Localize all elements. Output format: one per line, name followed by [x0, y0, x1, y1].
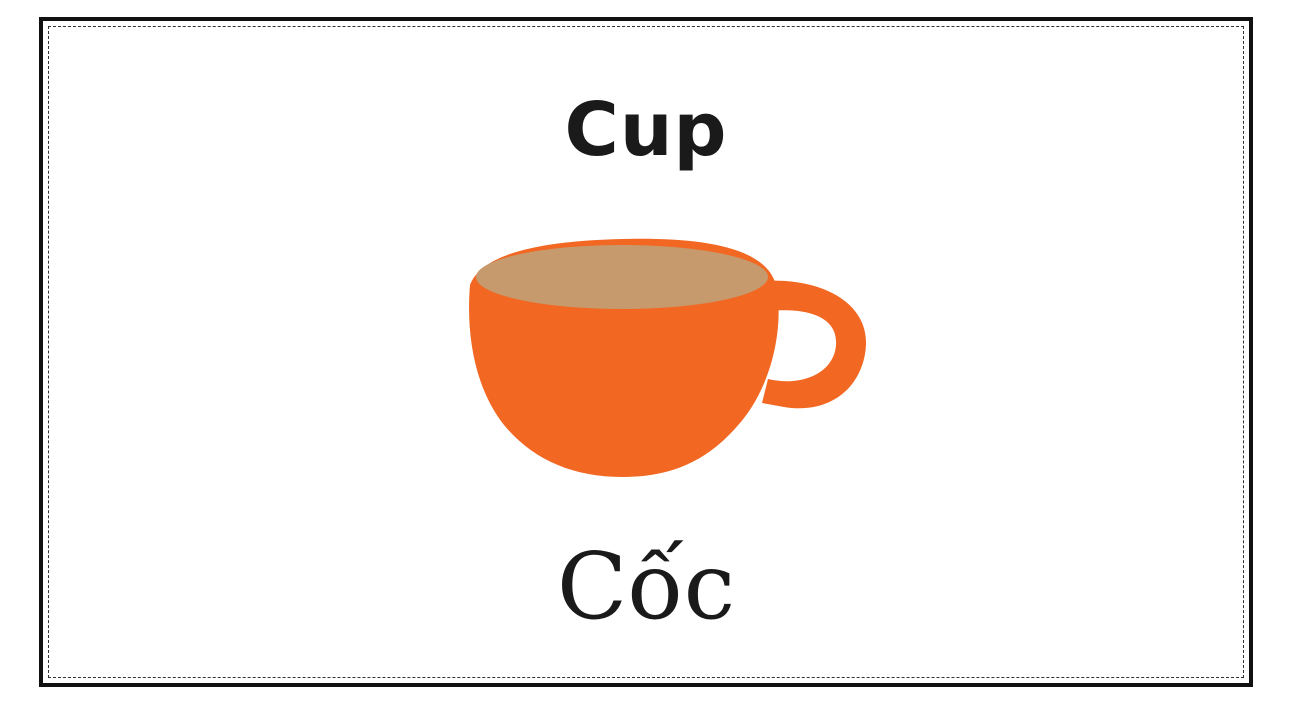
- cup-drink: [476, 245, 768, 309]
- cup-icon: [469, 238, 867, 477]
- dashed-cut-line: [48, 26, 1244, 678]
- cup-handle: [762, 280, 867, 409]
- flashcard: Cup Cốc: [39, 17, 1253, 687]
- english-word: Cup: [564, 87, 728, 173]
- vietnamese-word: Cốc: [556, 533, 736, 640]
